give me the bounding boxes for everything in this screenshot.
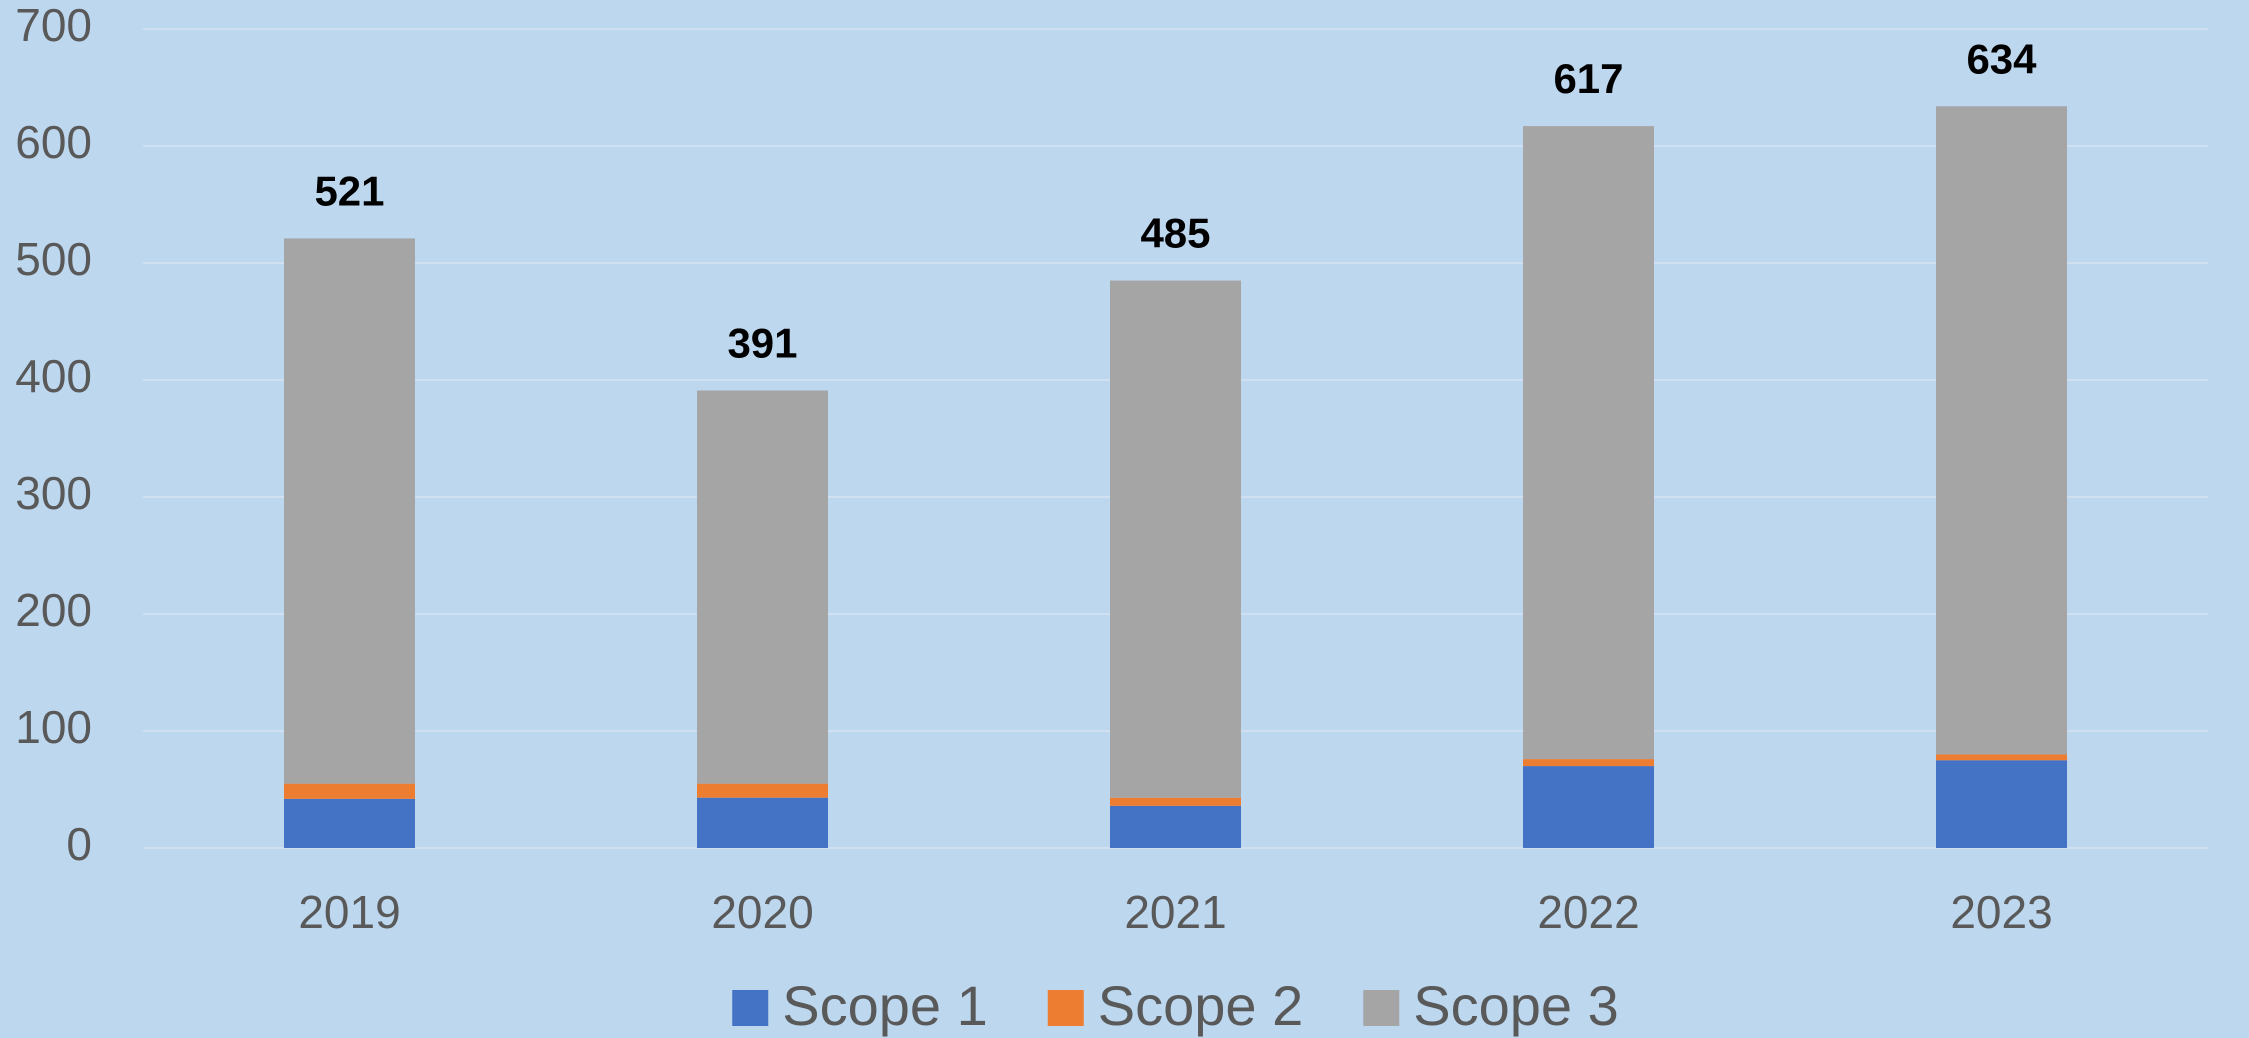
bar-segment bbox=[697, 797, 828, 848]
bar-segment bbox=[1936, 754, 2067, 761]
legend-swatch bbox=[1047, 990, 1084, 1026]
legend-swatch bbox=[732, 990, 769, 1026]
y-tick-label: 300 bbox=[15, 467, 92, 519]
x-tick-label: 2020 bbox=[711, 886, 813, 938]
bar-segment bbox=[284, 238, 415, 784]
y-tick-label: 400 bbox=[15, 350, 92, 402]
total-label: 391 bbox=[727, 320, 797, 367]
x-tick-label: 2019 bbox=[298, 886, 400, 938]
total-label: 485 bbox=[1140, 210, 1210, 257]
total-label: 634 bbox=[1966, 35, 2037, 82]
bar-segment bbox=[697, 390, 828, 784]
x-tick-label: 2021 bbox=[1124, 886, 1226, 938]
total-label: 617 bbox=[1553, 55, 1623, 102]
bar-segment bbox=[1110, 805, 1241, 848]
x-tick-label: 2023 bbox=[1950, 886, 2052, 938]
y-tick-label: 700 bbox=[15, 0, 92, 51]
y-tick-label: 500 bbox=[15, 233, 92, 285]
bar-segment bbox=[1936, 106, 2067, 755]
x-tick-label: 2022 bbox=[1537, 886, 1639, 938]
y-tick-label: 0 bbox=[66, 818, 92, 870]
total-label: 521 bbox=[314, 168, 384, 215]
bar-segment bbox=[1110, 797, 1241, 806]
legend-swatch bbox=[1363, 990, 1400, 1026]
bar-segment bbox=[1936, 760, 2067, 848]
bar-segment bbox=[1523, 759, 1654, 767]
bar-segment bbox=[1523, 766, 1654, 848]
y-tick-label: 100 bbox=[15, 701, 92, 753]
legend-label: Scope 2 bbox=[1098, 974, 1304, 1037]
y-tick-label: 200 bbox=[15, 584, 92, 636]
bar-segment bbox=[1523, 126, 1654, 760]
bar-segment bbox=[284, 798, 415, 848]
legend-label: Scope 1 bbox=[782, 974, 988, 1037]
y-tick-label: 600 bbox=[15, 116, 92, 168]
bar-segment bbox=[284, 783, 415, 799]
bar-segment bbox=[1110, 280, 1241, 798]
bar-segment bbox=[697, 783, 828, 798]
legend-label: Scope 3 bbox=[1413, 974, 1619, 1037]
